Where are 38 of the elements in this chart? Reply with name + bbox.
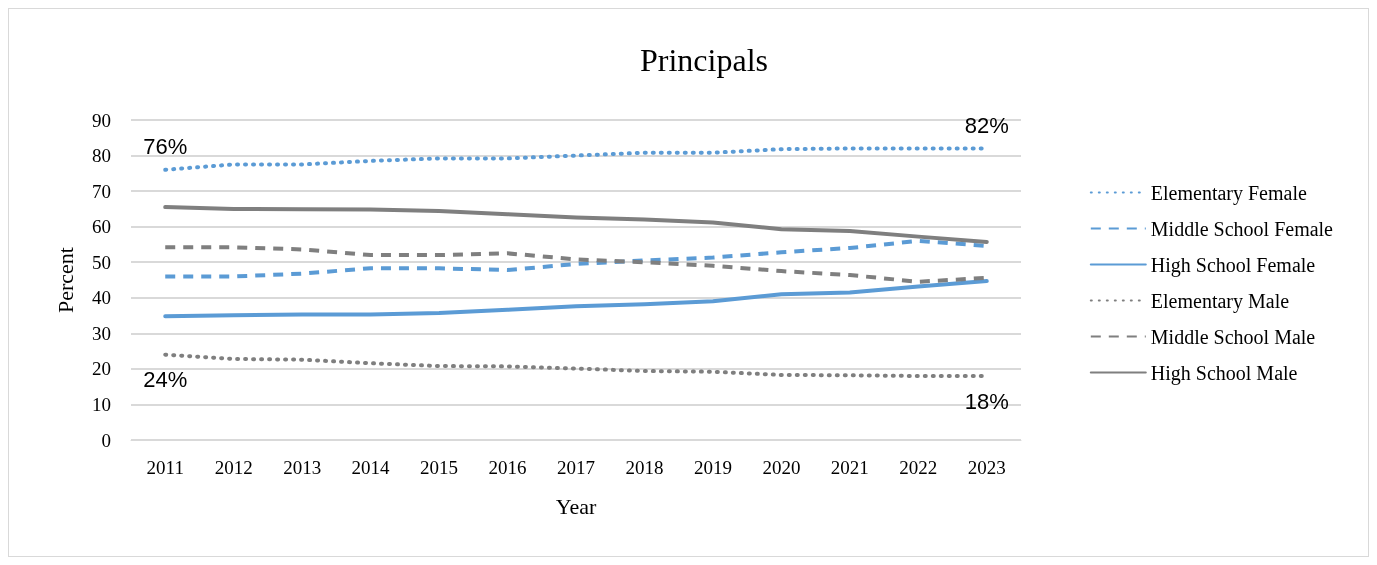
line-series [163, 205, 989, 244]
x-axis-title: Year [555, 493, 597, 519]
y-tick-label: 40 [92, 287, 111, 309]
legend-label: Middle School Male [1150, 325, 1316, 348]
legend-label: Middle School Female [1150, 217, 1334, 240]
x-tick-label: 2023 [967, 457, 1006, 478]
annotation: 18% [964, 388, 1009, 414]
annotation: 82% [964, 112, 1009, 138]
y-tick-label: 0 [101, 429, 111, 451]
y-tick-label: 60 [92, 216, 111, 238]
y-tick-label: 20 [92, 358, 111, 380]
line-series [163, 279, 989, 319]
x-tick-label: 2013 [283, 457, 322, 478]
x-tick-label: 2020 [762, 457, 801, 478]
y-tick-label: 70 [92, 180, 111, 202]
chart-title: Principals [640, 42, 768, 78]
x-tick-label: 2016 [488, 457, 527, 478]
legend-label: High School Female [1150, 253, 1316, 277]
y-tick-label: 90 [92, 109, 111, 131]
x-tick-label: 2017 [557, 457, 595, 478]
legend-label: Elementary Male [1150, 289, 1290, 313]
y-tick-label: 80 [92, 145, 111, 167]
x-tick-label: 2012 [214, 457, 253, 478]
legend-label: Elementary Female [1150, 181, 1307, 205]
annotation: 76% [143, 134, 188, 160]
y-tick-label: 10 [92, 393, 111, 415]
x-tick-label: 2015 [420, 457, 459, 478]
x-tick-label: 2021 [830, 457, 869, 478]
x-tick-label: 2018 [625, 457, 664, 478]
annotation: 24% [143, 367, 188, 393]
x-tick-label: 2011 [146, 457, 184, 478]
x-tick-label: 2019 [693, 457, 732, 478]
x-tick-label: 2014 [351, 457, 391, 478]
x-tick-label: 2022 [899, 457, 938, 478]
y-axis-title: Percent [52, 247, 78, 313]
legend-label: High School Male [1150, 361, 1298, 385]
y-tick-label: 30 [92, 322, 111, 344]
y-tick-label: 50 [92, 251, 111, 273]
